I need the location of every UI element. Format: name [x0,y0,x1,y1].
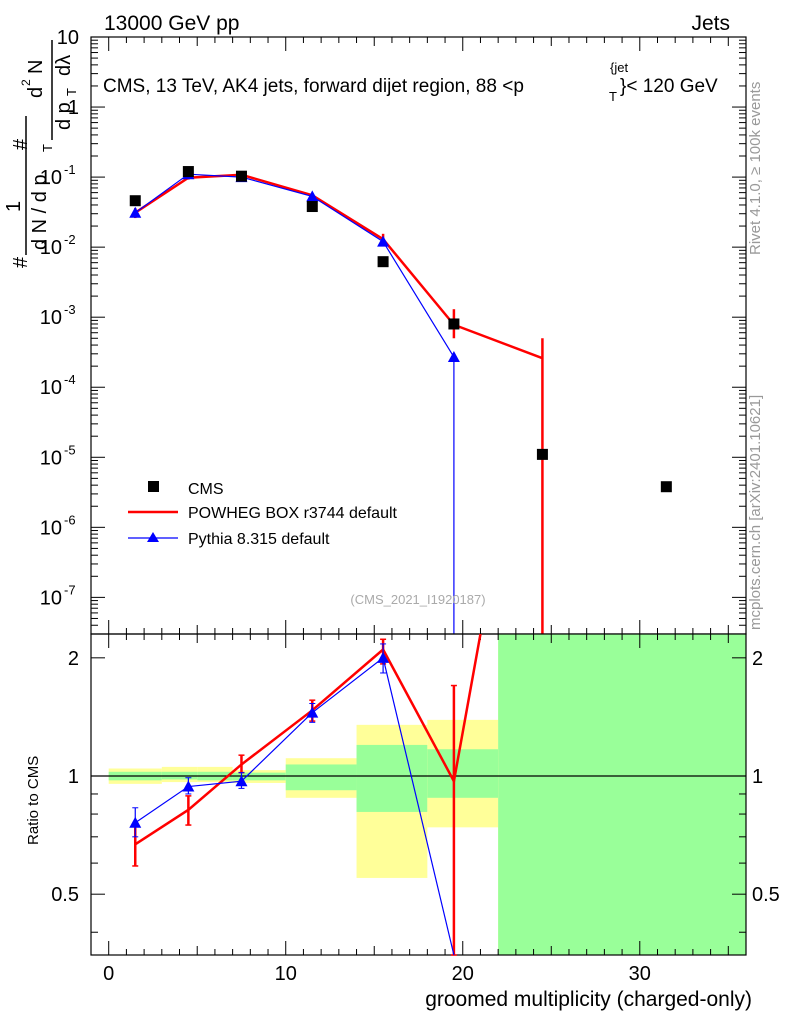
ylabel-d2N-two: 2 [19,79,33,86]
cms-data-point [536,448,548,460]
ratio-band-green [498,634,746,955]
ratio-frame [90,633,747,956]
pythia-line [134,173,455,358]
ylabel-dpT: d p [53,102,75,130]
ratio-y-tick-label: 2 [68,648,79,670]
ylabel-hash1: # [10,256,32,268]
main-y-tick-exponent: -2 [64,232,76,247]
ylabel-hash2: # [10,138,32,150]
header-right: Jets [691,12,730,35]
mcplots-label: mcplots.cern.ch [arXiv:2401.10621] [747,395,764,630]
ylabel-d2N-N: N [25,60,47,74]
header-left: 13000 GeV pp [104,12,239,35]
title-tail: }< 120 GeV [620,76,718,97]
rivet-label: Rivet 4.1.0, ≥ 100k events [747,82,764,255]
pythia-marker [447,351,460,363]
main-y-tick-label: 10 [40,237,62,259]
ratio-pythia-marker [377,651,390,663]
ratio-y-tick-label-right: 0.5 [752,884,780,906]
main-y-tick-label: 10 [40,377,62,399]
cms-data-point [306,201,318,213]
ratio-panel: 0 10 20 30 2 2 1 1 0.5 0.5 [51,633,780,985]
main-y-tick-exponent: -1 [64,162,76,177]
powheg-line [134,173,543,360]
x-tick-label: 30 [629,963,651,985]
main-y-tick-label: 1 [68,97,79,119]
main-y-tick-label: 10 [40,307,62,329]
main-y-tick-exponent: -4 [64,372,76,387]
main-y-tick-label: 10 [40,517,62,539]
xlabel: groomed multiplicity (charged-only) [425,988,752,1011]
ylabel-dN: d N / d p [29,174,51,250]
ylabel-dlambda: dλ [53,55,75,76]
main-title: CMS, 13 TeV, AK4 jets, forward dijet reg… [103,60,718,104]
ratio-y-tick-label-right: 1 [752,766,763,788]
pythia-marker [306,190,319,202]
cms-data-point [660,481,672,493]
main-y-tick-label: 10 [57,27,79,49]
main-y-tick-label: 10 [40,447,62,469]
x-tick-label: 0 [103,963,114,985]
cms-data-point [235,170,247,182]
legend: CMS POWHEG BOX r3744 default Pythia 8.31… [128,481,398,548]
pythia-marker [377,235,390,247]
cms-data-point [448,318,460,330]
ratio-y-tick-label: 0.5 [51,884,79,906]
legend-cms-marker [148,481,159,492]
pythia-marker [129,206,142,218]
main-y-tick-label: 10 [40,587,62,609]
ylabel-one: 1 [3,201,25,212]
title-sup: {jet [610,60,628,75]
main-y-tick-exponent: -3 [64,302,76,317]
x-tick-label: 10 [275,963,297,985]
main-y-tick-label: 10 [40,167,62,189]
ratio-ylabel: Ratio to CMS [25,756,42,845]
ratio-pythia-marker [129,816,142,828]
main-y-tick-exponent: -7 [64,582,76,597]
legend-pythia-marker [147,532,159,542]
ylabel-T1: T [40,144,55,152]
x-tick-label: 20 [452,963,474,985]
cms-data-point [377,256,389,268]
ylabel-T2: T [64,88,79,96]
analysis-watermark: (CMS_2021_I1920187) [350,592,485,607]
ratio-y-tick-label: 1 [68,766,79,788]
main-ylabel: # 1 d N / d p T # d 2 N d p T dλ [3,40,79,268]
cms-data-point [129,195,141,207]
legend-powheg-label: POWHEG BOX r3744 default [188,505,398,522]
ratio-pythia-marker [235,775,248,787]
ratio-pythia-marker [182,780,195,792]
ratio-band-green [285,764,357,791]
legend-cms-label: CMS [188,481,224,498]
title-sub: T [609,89,617,104]
legend-pythia-label: Pythia 8.315 default [188,531,330,548]
title-main: CMS, 13 TeV, AK4 jets, forward dijet reg… [103,76,524,97]
ylabel-d2N-d: d [25,87,47,98]
ratio-pythia-marker [306,706,319,718]
ratio-band-green [427,749,499,798]
ratio-pythia-line [134,656,455,956]
cms-data-point [182,166,194,178]
ratio-y-tick-label-right: 2 [752,648,763,670]
ratio-band-green [356,744,428,812]
main-y-tick-exponent: -5 [64,442,76,457]
main-y-tick-exponent: -6 [64,512,76,527]
